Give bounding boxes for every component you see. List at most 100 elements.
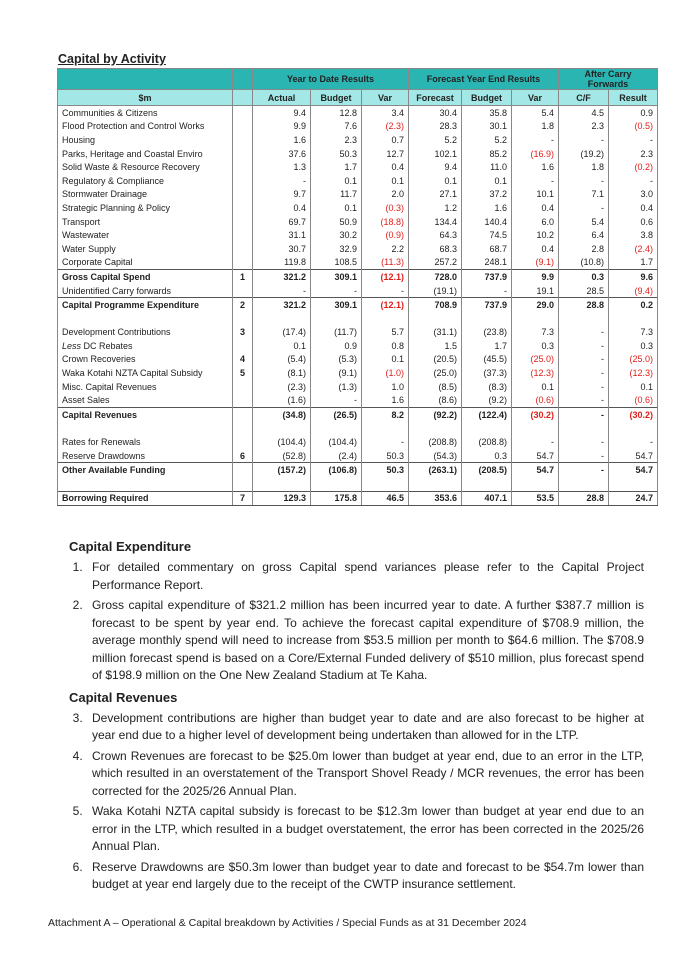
value-cell: 0.1 [252,339,311,353]
value-cell: (30.2) [608,407,658,422]
value-cell: - [252,173,311,188]
value-cell: (12.3) [608,366,658,380]
value-cell: 9.9 [511,269,559,284]
value-cell: - [310,283,362,298]
value-cell: (208.5) [461,462,512,478]
value-cell: 5.2 [408,133,462,147]
table-row: Housing 1.6 2.3 0.7 5.2 5.2- - - [57,133,658,147]
row-label [57,477,233,492]
value-cell: (19.2) [558,146,609,161]
value-cell: (25.0) [608,352,658,367]
table-row: Wastewater 31.1 30.2 (0.9) 64.3 74.5 10.2 6.4 3.… [57,228,658,242]
value-cell: - [558,462,609,478]
row-label-text: Solid Waste & Resource Recovery [62,162,200,173]
value-cell: (106.8) [310,462,362,478]
row-label: Flood Protection and Control Works [57,119,233,134]
row-label-text: Other Available Funding [62,465,166,476]
value-cell: 0.1 [408,173,462,188]
value-cell: - [558,352,609,367]
value-cell: 37.6 [252,146,311,161]
value-cell: 0.4 [361,160,409,174]
value-cell: 46.5 [361,490,409,507]
value-cell: - [511,133,559,147]
value-cell: 1.6 [511,160,559,174]
row-label: Less DC Rebates [57,339,233,353]
table-row: Transport 69.7 50.9 (18.8) 134.4 140.4 6.0 5.4 0… [57,214,658,229]
value-cell: (2.4) [310,448,362,463]
value-cell: 2.8 [558,241,609,256]
value-cell: 30.4 [408,105,462,120]
value-cell: (1.6) [252,393,311,408]
value-cell: 1.3 [252,160,311,174]
row-label-text: Gross Capital Spend [62,271,151,282]
note-ref [232,173,253,188]
value-cell: 0.3 [608,339,658,353]
value-cell: 28.8 [558,490,609,507]
value-cell: 0.8 [361,339,409,353]
table-title: Capital by Activity [58,52,166,66]
column-header: C/F [558,89,609,106]
spacer-row [57,311,658,326]
value-cell: 7.3 [511,325,559,340]
value-cell: - [511,173,559,188]
value-cell: 175.8 [310,490,362,507]
value-cell: (8.5) [408,379,462,394]
value-cell: 1.8 [511,119,559,134]
value-cell: (25.0) [511,352,559,367]
note-ref [232,339,253,353]
value-cell: (23.8) [461,325,512,340]
note-ref: 3 [232,325,253,340]
commentary-item: For detailed commentary on gross Capital… [86,559,644,594]
value-cell: 102.1 [408,146,462,161]
value-cell [361,311,409,326]
value-cell: 29.0 [511,297,559,312]
row-label-text: Crown Recoveries [62,354,136,365]
value-cell: 0.3 [558,269,609,284]
value-cell: (157.2) [252,462,311,478]
value-cell: 50.3 [310,146,362,161]
value-cell: (54.3) [408,448,462,463]
value-cell [461,421,512,436]
value-cell: 5.4 [558,214,609,229]
value-cell: - [252,283,311,298]
row-label: Unidentified Carry forwards [57,283,233,298]
note-ref: 1 [232,269,253,284]
row-label-text: Flood Protection and Control Works [62,121,205,132]
value-cell: 19.1 [511,283,559,298]
value-cell: 1.2 [408,201,462,215]
value-cell: 54.7 [608,462,658,478]
table-row: Capital Revenues (34.8) (26.5) 8.2 (92.2) (12… [57,407,658,422]
value-cell: 3.4 [361,105,409,120]
value-cell: 6.4 [558,228,609,242]
value-cell: 0.7 [361,133,409,147]
value-cell: (122.4) [461,407,512,422]
value-cell: 8.2 [361,407,409,422]
row-label-text: Asset Sales [62,395,110,406]
value-cell: (2.3) [361,119,409,134]
note-ref [232,228,253,242]
value-cell: (0.3) [361,201,409,215]
value-cell [511,421,559,436]
value-cell: - [558,366,609,380]
value-cell: (92.2) [408,407,462,422]
value-cell: 407.1 [461,490,512,507]
value-cell [558,311,609,326]
value-cell: 7.3 [608,325,658,340]
row-label: Waka Kotahi NZTA Capital Subsidy [57,366,233,380]
table-row: Waka Kotahi NZTA Capital Subsidy 5 (8.1) (9… [57,366,658,380]
value-cell: 0.1 [511,379,559,394]
value-cell: 3.0 [608,187,658,202]
value-cell: (17.4) [252,325,311,340]
value-cell: (9.1) [511,255,559,270]
commentary-item: Gross capital expenditure of $321.2 mill… [86,597,644,685]
value-cell: 1.7 [310,160,362,174]
spacer-row [57,421,658,436]
note-ref [232,462,253,478]
row-label: Other Available Funding [57,462,233,478]
value-cell: (208.8) [461,435,512,449]
value-cell: (45.5) [461,352,512,367]
row-label: Housing [57,133,233,147]
value-cell: (10.8) [558,255,609,270]
value-cell: 9.6 [608,269,658,284]
